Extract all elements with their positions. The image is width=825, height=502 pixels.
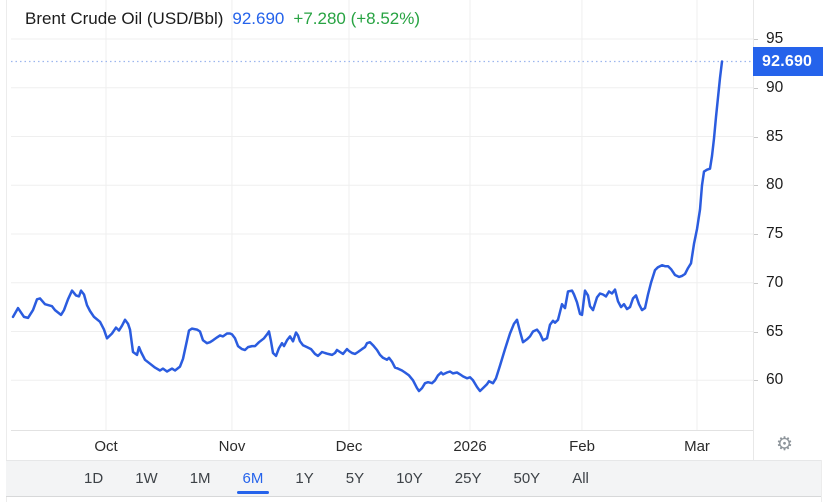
price-axis-label: 60 bbox=[766, 371, 784, 388]
range-button-1d[interactable]: 1D bbox=[78, 461, 109, 496]
price-axis-tick bbox=[754, 137, 758, 138]
time-axis-label: 2026 bbox=[453, 438, 487, 455]
range-button-1w[interactable]: 1W bbox=[129, 461, 164, 496]
time-axis-label: Dec bbox=[335, 438, 363, 455]
price-axis-label: 70 bbox=[766, 274, 784, 291]
current-price-badge: 92.690 bbox=[753, 47, 823, 76]
price-series-line bbox=[11, 60, 724, 393]
price-axis-tick bbox=[754, 234, 758, 235]
range-button-6m[interactable]: 6M bbox=[236, 461, 270, 496]
instrument-title: Brent Crude Oil (USD/Bbl) bbox=[25, 9, 224, 28]
chart-plot-area[interactable] bbox=[11, 0, 753, 430]
axis-corner: ⚙ bbox=[753, 430, 825, 460]
price-axis-tick bbox=[754, 332, 758, 333]
price-axis-tick bbox=[754, 380, 758, 381]
price-axis-tick bbox=[754, 283, 758, 284]
range-button-25y[interactable]: 25Y bbox=[449, 461, 488, 496]
price-axis-label: 75 bbox=[766, 225, 784, 242]
price-axis-tick bbox=[754, 39, 758, 40]
price-axis-label: 65 bbox=[766, 323, 784, 340]
settings-gear-icon[interactable]: ⚙ bbox=[776, 434, 794, 455]
price-axis-label: 95 bbox=[766, 30, 784, 47]
time-axis-label: Mar bbox=[684, 438, 710, 455]
price-axis-tick bbox=[754, 185, 758, 186]
range-button-50y[interactable]: 50Y bbox=[508, 461, 547, 496]
price-line-chart bbox=[11, 0, 753, 430]
widget-left-border bbox=[6, 0, 7, 502]
time-axis-label: Feb bbox=[569, 438, 595, 455]
range-button-10y[interactable]: 10Y bbox=[390, 461, 429, 496]
price-axis-label: 85 bbox=[766, 128, 784, 145]
price-change-value: +7.280 (+8.52%) bbox=[293, 9, 421, 28]
time-axis: Oct Nov Dec 2026 Feb Mar bbox=[11, 430, 753, 461]
price-axis-label: 80 bbox=[766, 176, 784, 193]
time-axis-label: Oct bbox=[94, 438, 118, 455]
time-axis-label: Nov bbox=[218, 438, 246, 455]
range-button-1y[interactable]: 1Y bbox=[289, 461, 319, 496]
price-axis-label: 90 bbox=[766, 79, 784, 96]
range-button-5y[interactable]: 5Y bbox=[340, 461, 370, 496]
range-button-all[interactable]: All bbox=[566, 461, 595, 496]
range-button-1m[interactable]: 1M bbox=[184, 461, 217, 496]
chart-header: Brent Crude Oil (USD/Bbl) 92.690 +7.280 … bbox=[25, 9, 420, 29]
last-price-value: 92.690 bbox=[232, 9, 285, 28]
range-toolbar: 1D 1W 1M 6M 1Y 5Y 10Y 25Y 50Y All bbox=[6, 460, 821, 497]
price-axis-tick bbox=[754, 88, 758, 89]
